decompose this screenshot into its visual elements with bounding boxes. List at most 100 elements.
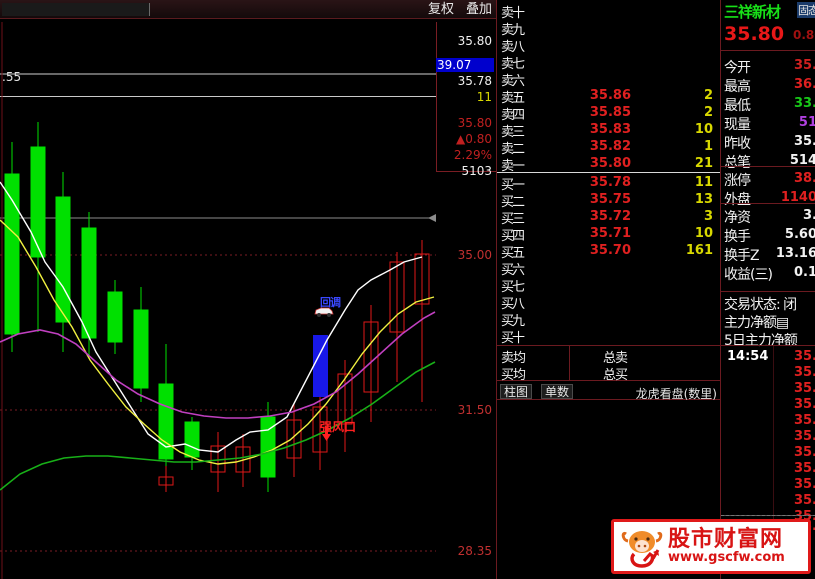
info-row: 现量 51	[721, 114, 815, 133]
sell-order-label: 卖八	[501, 40, 525, 55]
buy-order-label: 买四	[501, 229, 525, 244]
info-value: 51	[798, 115, 815, 130]
down-arrow-icon	[322, 427, 331, 441]
tick-price: 35.	[793, 445, 815, 460]
toolbar-blank-field[interactable]	[2, 2, 150, 16]
buy-order-label: 买三	[501, 212, 525, 227]
price-axis-column: 35.80 39.07 35.78 11 35.80 ▲0.80 2.29% 5…	[436, 22, 496, 579]
buy-order-row[interactable]: 买七	[497, 276, 721, 295]
toolbar-item-fuquan[interactable]: 复权	[427, 1, 454, 17]
status-line: 5日主力净额	[724, 333, 798, 349]
stock-info-pane: 三祥新材 固态电 35.80 0.80 今开 35. 最高 36. 最低 33. 现量 51 昨…	[720, 0, 815, 579]
buy-order-volume: 11	[694, 175, 713, 190]
info-label: 总笔	[724, 155, 751, 171]
sell-order-volume: 2	[703, 88, 713, 103]
info-label: 换手Z	[724, 248, 760, 264]
sell-order-row[interactable]: 卖五 35.86 2	[497, 87, 721, 106]
info-label: 昨收	[724, 136, 751, 152]
tick-price: 35.	[793, 349, 815, 364]
sell-order-row[interactable]: 卖八	[497, 36, 721, 55]
info-label: 最高	[724, 79, 751, 95]
tab-zhutu[interactable]: 柱图	[500, 384, 533, 399]
tab-longhu-panel[interactable]: 龙虎看盘(数里)	[635, 387, 717, 401]
chart-marker-qiangfengkou: 强风口	[320, 420, 357, 434]
buy-order-row[interactable]: 买九	[497, 310, 721, 329]
tick-price: 35.	[793, 397, 815, 412]
axis-change-pct: 2.29%	[453, 148, 492, 162]
bull-mascot-icon	[621, 530, 663, 568]
sell-order-label: 卖六	[501, 74, 525, 89]
info-value: 1140	[780, 190, 815, 205]
buy-order-row[interactable]: 买四 35.71 10	[497, 225, 721, 244]
sell-order-volume: 1	[703, 139, 713, 154]
tick-price: 35.	[793, 477, 815, 492]
info-label: 今开	[724, 60, 751, 76]
average-divider	[569, 345, 570, 381]
info-row: 涨停 38.	[721, 170, 815, 189]
buy-order-row[interactable]: 买一 35.78 11	[497, 174, 721, 193]
buy-order-volume: 3	[703, 209, 713, 224]
sell-order-row[interactable]: 卖七	[497, 53, 721, 72]
info-divider-5	[721, 345, 815, 346]
buy-order-label: 买八	[501, 297, 525, 312]
sell-order-label: 卖七	[501, 57, 525, 72]
total-buy-label: 总买	[603, 368, 628, 383]
axis-selected-price[interactable]: 39.07	[436, 58, 494, 72]
buy-order-volume: 13	[694, 192, 713, 207]
kline-svg	[0, 22, 436, 579]
tick-column-divider	[773, 346, 774, 526]
average-box	[497, 345, 721, 381]
toolbar-divider	[0, 19, 815, 22]
axis-volume: 11	[476, 90, 492, 104]
info-value: 514	[789, 153, 815, 168]
sell-order-row[interactable]: 卖三 35.83 10	[497, 121, 721, 140]
buy-order-row[interactable]: 买二 35.75 13	[497, 191, 721, 210]
sell-order-label: 卖三	[501, 125, 525, 140]
info-divider-1	[721, 50, 815, 51]
info-row: 今开 35.	[721, 57, 815, 76]
sell-order-price: 35.86	[589, 88, 631, 103]
sell-order-row[interactable]: 卖十	[497, 2, 721, 21]
axis-price2: 35.78	[457, 74, 492, 88]
sell-order-label: 卖一	[501, 159, 525, 174]
info-row: 外盘 1140	[721, 189, 815, 208]
sell-order-row[interactable]: 卖二 35.82 1	[497, 138, 721, 157]
total-sell-label: 总卖	[603, 351, 628, 366]
axis-top-price: 35.80	[457, 34, 492, 48]
sell-order-row[interactable]: 卖九	[497, 19, 721, 38]
info-value: 5.60	[784, 227, 815, 242]
watermark-logo: 股市财富网 www.gscfw.com	[611, 519, 811, 574]
buy-order-label: 买二	[501, 195, 525, 210]
kline-chart-pane[interactable]: .55	[0, 22, 436, 579]
sell-order-label: 卖九	[501, 23, 525, 38]
sell-order-row[interactable]: 卖一 35.80 21	[497, 155, 721, 174]
info-row: 换手 5.60	[721, 226, 815, 245]
tick-price: 35.	[793, 413, 815, 428]
tab-danshu[interactable]: 单数	[541, 384, 574, 399]
selected-candle	[313, 335, 328, 417]
buy-order-row[interactable]: 买六	[497, 259, 721, 278]
sell-order-label: 卖四	[501, 108, 525, 123]
info-value: 13.16	[775, 246, 815, 261]
sell-order-label: 卖十	[501, 6, 525, 21]
watermark-title: 股市财富网	[668, 527, 784, 552]
tick-price: 35.	[793, 365, 815, 380]
toolbar-item-diejia[interactable]: 叠加	[465, 1, 492, 17]
buy-order-row[interactable]: 买五 35.70 161	[497, 242, 721, 261]
buy-average-row: 买均 总买	[497, 364, 721, 383]
buy-order-row[interactable]: 买八	[497, 293, 721, 312]
buy-order-row[interactable]: 买三 35.72 3	[497, 208, 721, 227]
info-row: 总笔 514	[721, 152, 815, 171]
buy-order-label: 买十	[501, 331, 525, 346]
info-value: 35.	[793, 134, 815, 149]
axis-grid-label-1: 35.00	[457, 248, 492, 262]
info-row: 昨收 35.	[721, 133, 815, 152]
stock-name: 三祥新材	[724, 3, 781, 21]
sell-order-row[interactable]: 卖六	[497, 70, 721, 89]
buy-order-price: 35.70	[589, 243, 631, 258]
watermark-url: www.gscfw.com	[668, 550, 785, 565]
sell-order-row[interactable]: 卖四 35.85 2	[497, 104, 721, 123]
buy-order-row[interactable]: 买十	[497, 327, 721, 346]
info-row: 换手Z 13.16	[721, 245, 815, 264]
axis-grid-label-2: 31.50	[457, 403, 492, 417]
